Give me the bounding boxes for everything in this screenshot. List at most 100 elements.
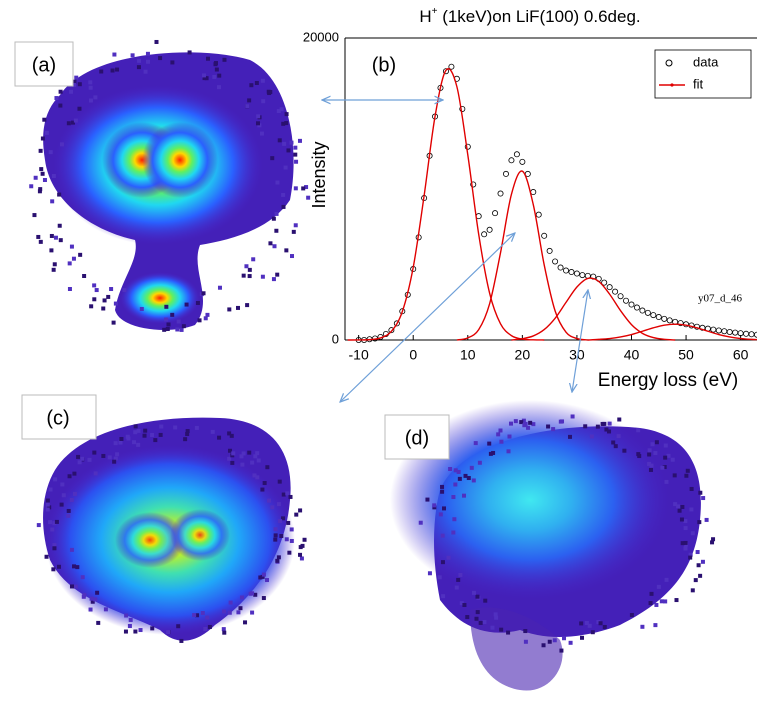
data-point: [677, 320, 684, 327]
data-point: [552, 258, 559, 265]
speckle: [653, 623, 658, 628]
image-a: [43, 52, 294, 330]
speckle: [29, 184, 34, 189]
speckle: [45, 507, 50, 512]
speckle: [49, 248, 54, 253]
speckle: [647, 452, 652, 457]
speckle: [291, 229, 296, 234]
data-point: [486, 226, 493, 233]
speckle: [165, 327, 170, 332]
speckle: [212, 74, 217, 79]
speckle: [217, 285, 222, 290]
speckle: [306, 195, 311, 200]
legend-marker: [665, 59, 673, 67]
speckle: [194, 425, 199, 430]
speckle: [250, 591, 255, 596]
speckle: [88, 98, 93, 103]
speckle: [456, 577, 461, 582]
speckle: [276, 109, 281, 114]
annotation: y07_d_46: [698, 293, 743, 305]
speckle: [217, 435, 222, 440]
speckle: [75, 565, 80, 570]
speckle: [72, 79, 77, 84]
speckle: [67, 287, 72, 292]
intensity-lobe: [142, 122, 218, 198]
panel-label: (b): [372, 54, 396, 76]
speckle: [61, 493, 66, 498]
speckle: [700, 559, 705, 564]
speckle: [247, 98, 252, 103]
speckle: [32, 213, 37, 218]
speckle: [52, 521, 57, 526]
speckle: [272, 244, 277, 249]
speckle: [159, 424, 164, 429]
speckle: [88, 607, 93, 612]
speckle: [58, 103, 63, 108]
speckle: [583, 424, 588, 429]
speckle: [659, 599, 664, 604]
speckle: [48, 487, 53, 492]
speckle: [241, 451, 246, 456]
speckle: [96, 620, 101, 625]
speckle: [523, 639, 528, 644]
speckle: [90, 599, 95, 604]
speckle: [649, 463, 654, 468]
speckle: [648, 467, 653, 472]
speckle: [297, 138, 302, 143]
speckle: [112, 52, 117, 57]
speckle: [617, 417, 622, 422]
speckle: [552, 638, 557, 643]
speckle: [498, 428, 503, 433]
speckle: [690, 531, 695, 536]
speckle: [195, 613, 200, 618]
speckle: [690, 588, 695, 593]
speckle: [526, 425, 531, 430]
speckle: [293, 223, 298, 228]
speckle: [58, 89, 63, 94]
speckle: [680, 541, 685, 546]
speckle: [522, 423, 527, 428]
speckle: [227, 307, 232, 312]
speckle: [256, 114, 261, 119]
speckle: [683, 546, 688, 551]
data-point: [715, 327, 722, 334]
speckle: [284, 112, 289, 117]
speckle: [88, 80, 93, 85]
speckle: [136, 65, 141, 70]
speckle: [701, 496, 706, 501]
speckle: [259, 131, 264, 136]
speckle: [493, 612, 498, 617]
speckle: [546, 424, 551, 429]
speckle: [42, 117, 47, 122]
fit-curve: [456, 170, 588, 341]
speckle: [44, 554, 49, 559]
speckle: [490, 625, 495, 630]
speckle: [653, 451, 658, 456]
speckle: [286, 148, 291, 153]
speckle: [281, 192, 286, 197]
speckle: [176, 624, 181, 629]
speckle: [111, 320, 116, 325]
panel-label: (c): [46, 407, 69, 429]
speckle: [40, 171, 45, 176]
speckle: [238, 606, 243, 611]
speckle: [107, 455, 112, 460]
speckle: [286, 520, 291, 525]
speckle: [271, 277, 276, 282]
speckle: [663, 443, 668, 448]
intensity-core: [390, 400, 670, 600]
speckle: [579, 621, 584, 626]
speckle: [113, 441, 118, 446]
speckle: [222, 630, 227, 635]
speckle: [711, 537, 716, 542]
speckle: [531, 422, 536, 427]
speckle: [636, 428, 641, 433]
speckle: [541, 643, 546, 648]
speckle: [206, 56, 211, 61]
speckle: [185, 429, 190, 434]
speckle: [459, 601, 464, 606]
speckle: [95, 590, 100, 595]
speckle: [251, 257, 256, 262]
speckle: [164, 317, 169, 322]
data-point: [633, 304, 640, 311]
